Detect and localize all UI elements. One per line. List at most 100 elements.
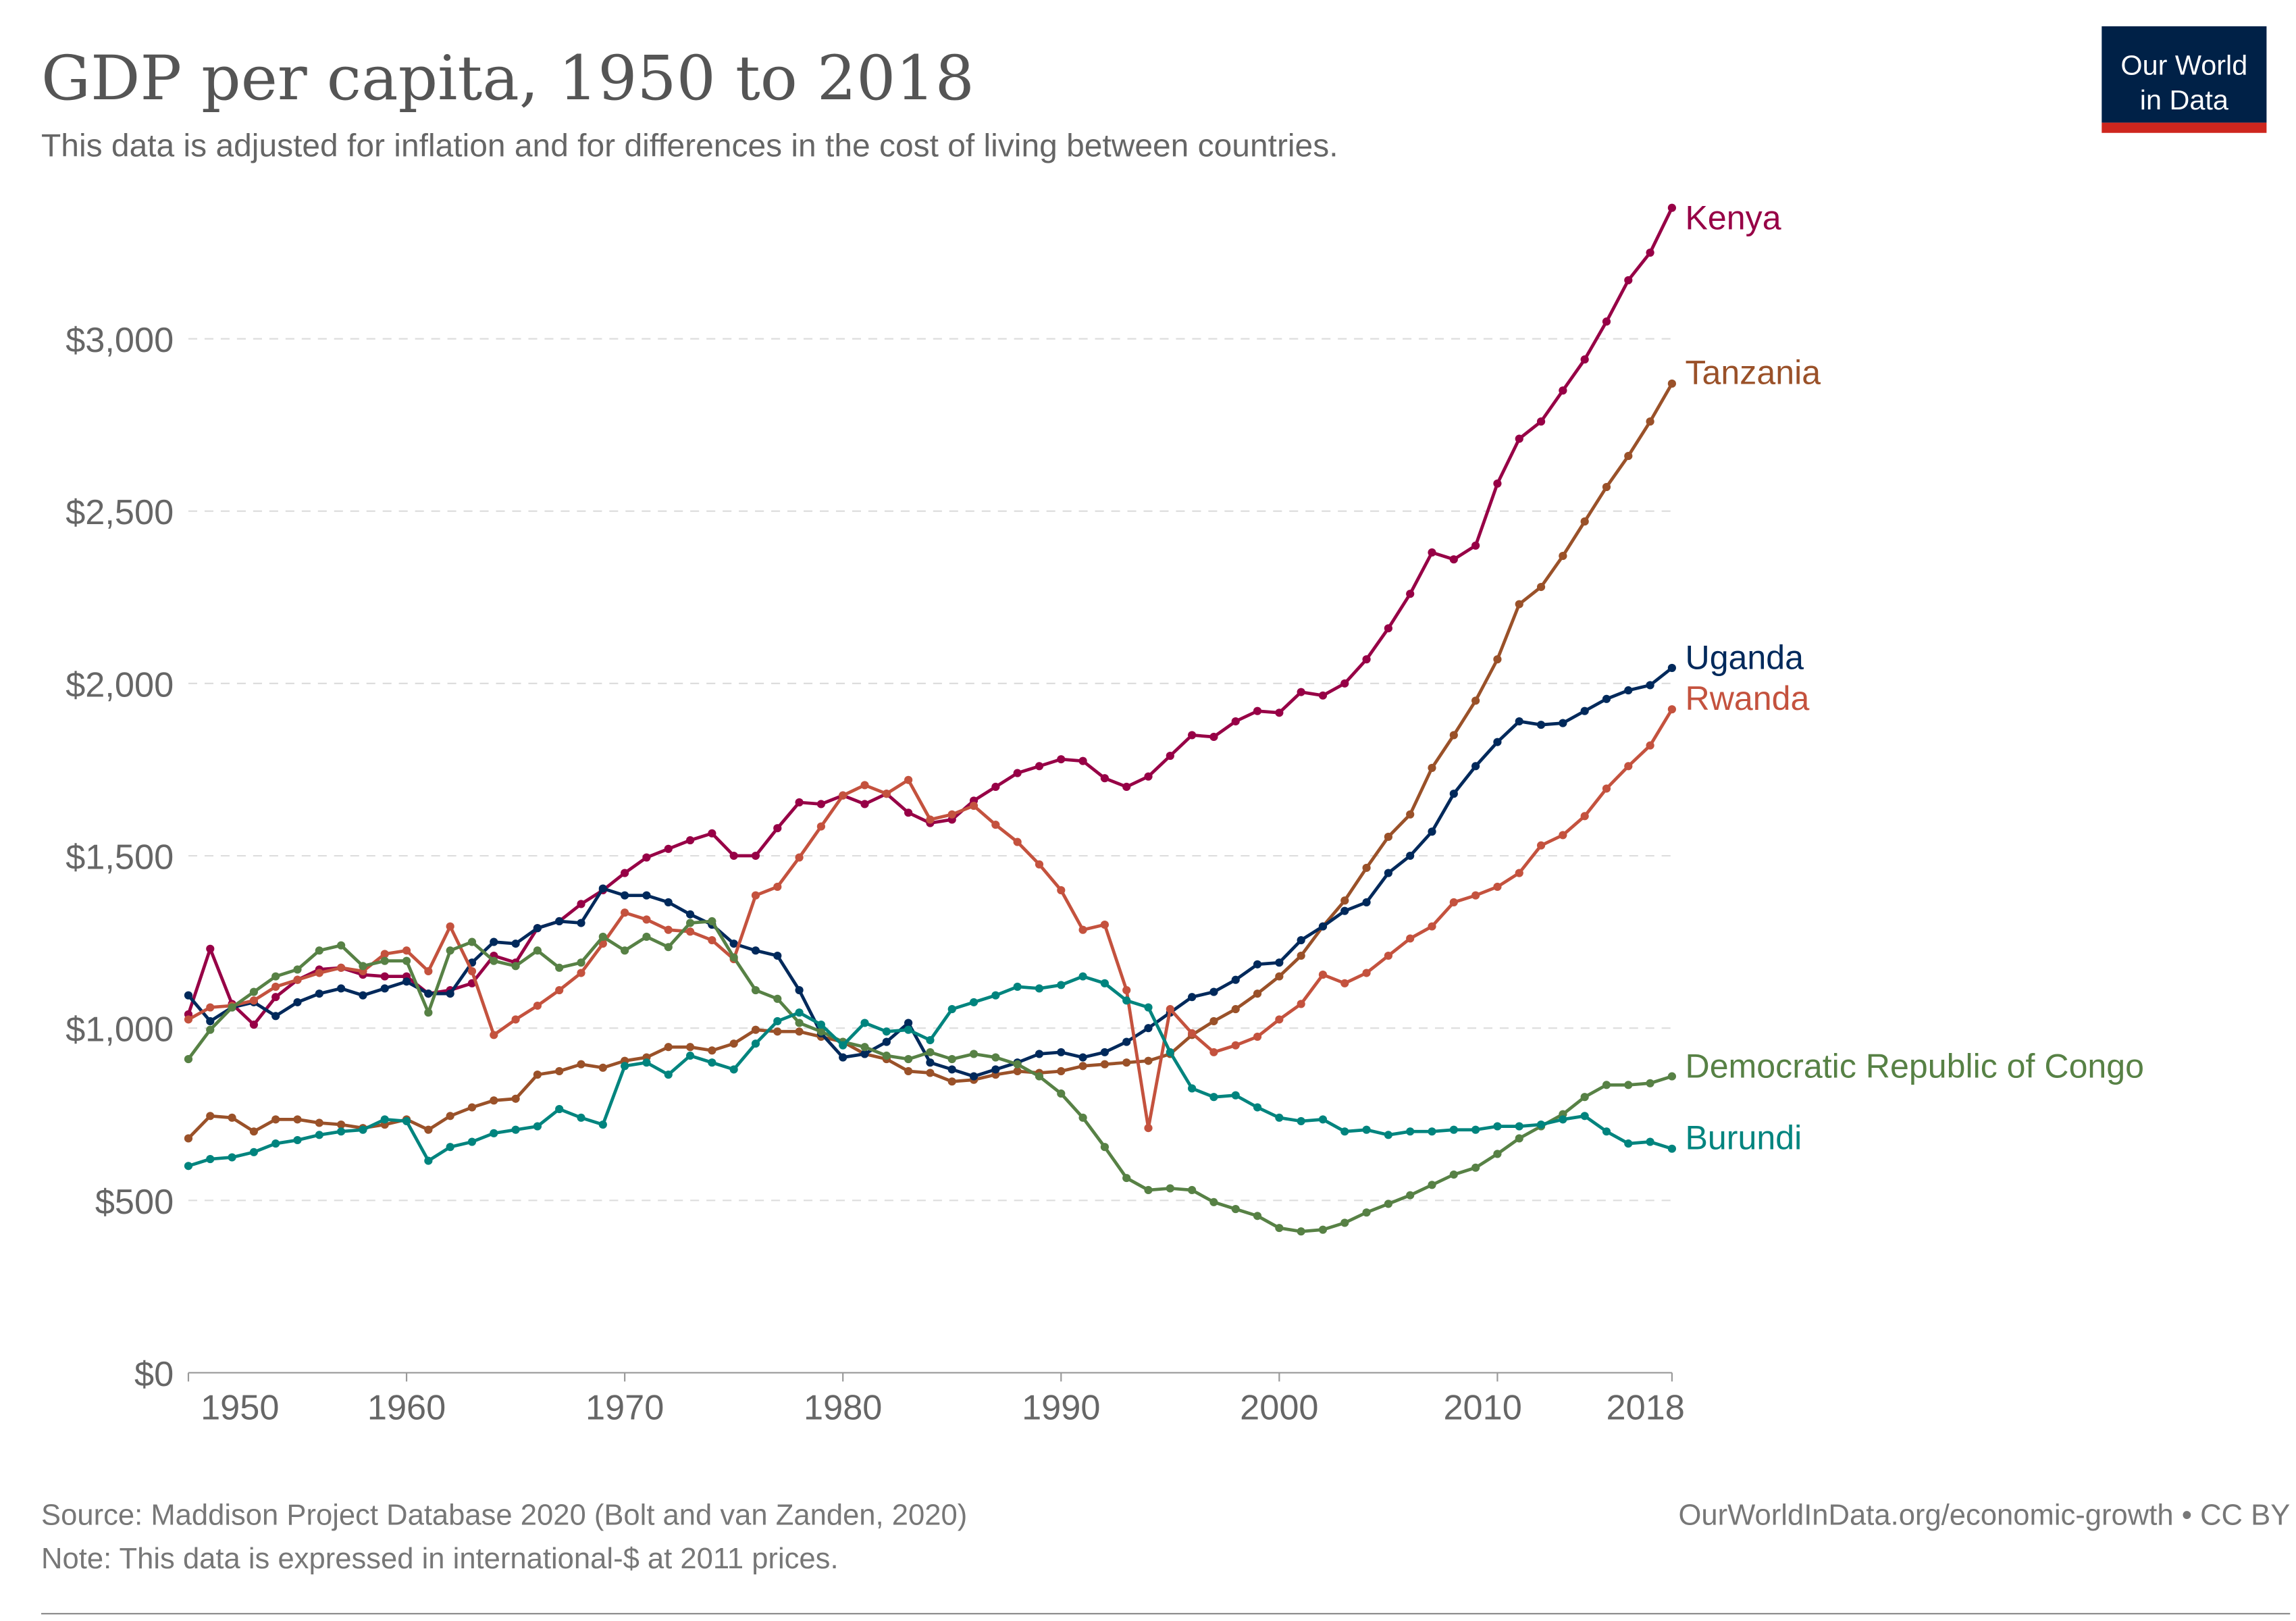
- data-point[interactable]: [1275, 709, 1284, 717]
- data-point[interactable]: [795, 798, 804, 806]
- data-point[interactable]: [773, 951, 782, 960]
- data-point[interactable]: [511, 1125, 520, 1134]
- data-point[interactable]: [1624, 452, 1633, 461]
- data-point[interactable]: [1209, 1093, 1218, 1102]
- data-point[interactable]: [1100, 1060, 1109, 1069]
- data-point[interactable]: [1318, 1115, 1328, 1124]
- data-point[interactable]: [228, 1003, 236, 1012]
- data-point[interactable]: [664, 943, 673, 952]
- data-point[interactable]: [904, 1066, 913, 1075]
- data-point[interactable]: [315, 1118, 323, 1127]
- data-point[interactable]: [490, 1129, 498, 1137]
- data-point[interactable]: [533, 1001, 542, 1010]
- data-point[interactable]: [1406, 810, 1415, 819]
- data-point[interactable]: [271, 972, 280, 981]
- data-point[interactable]: [184, 1162, 193, 1170]
- data-point[interactable]: [729, 1039, 738, 1048]
- data-point[interactable]: [882, 1051, 891, 1060]
- data-point[interactable]: [1209, 732, 1218, 742]
- data-point[interactable]: [751, 946, 760, 955]
- data-point[interactable]: [685, 836, 695, 845]
- data-point[interactable]: [1449, 731, 1458, 740]
- data-point[interactable]: [642, 853, 651, 862]
- data-point[interactable]: [359, 962, 367, 971]
- data-point[interactable]: [1602, 482, 1611, 492]
- data-point[interactable]: [1057, 886, 1066, 895]
- data-point[interactable]: [467, 937, 477, 946]
- data-point[interactable]: [424, 1008, 433, 1017]
- data-point[interactable]: [555, 985, 564, 995]
- data-point[interactable]: [206, 1112, 215, 1121]
- data-point[interactable]: [1209, 987, 1218, 996]
- data-point[interactable]: [1667, 379, 1676, 388]
- data-point[interactable]: [184, 1134, 193, 1143]
- data-point[interactable]: [249, 1127, 258, 1136]
- data-point[interactable]: [969, 998, 979, 1006]
- data-point[interactable]: [533, 946, 542, 955]
- data-point[interactable]: [1275, 1015, 1284, 1024]
- data-point[interactable]: [1428, 1181, 1436, 1189]
- data-point[interactable]: [1624, 686, 1633, 695]
- data-point[interactable]: [1078, 756, 1087, 765]
- data-point[interactable]: [1297, 688, 1305, 696]
- data-point[interactable]: [424, 1156, 433, 1165]
- data-point[interactable]: [598, 1063, 607, 1072]
- data-point[interactable]: [293, 975, 302, 984]
- data-point[interactable]: [1144, 1056, 1153, 1065]
- data-point[interactable]: [904, 808, 913, 817]
- data-point[interactable]: [816, 800, 825, 808]
- data-point[interactable]: [184, 1015, 193, 1024]
- data-point[interactable]: [1122, 782, 1131, 792]
- data-point[interactable]: [926, 1058, 935, 1067]
- data-point[interactable]: [708, 917, 716, 926]
- data-point[interactable]: [1384, 624, 1392, 633]
- data-point[interactable]: [685, 1051, 695, 1060]
- data-point[interactable]: [315, 989, 323, 998]
- data-point[interactable]: [1428, 827, 1436, 836]
- data-point[interactable]: [184, 1055, 193, 1064]
- series-line[interactable]: [187, 667, 1673, 1078]
- data-point[interactable]: [1362, 1208, 1371, 1217]
- data-point[interactable]: [1428, 548, 1436, 557]
- data-point[interactable]: [577, 900, 585, 908]
- data-point[interactable]: [1362, 969, 1371, 977]
- data-point[interactable]: [1493, 655, 1502, 664]
- data-point[interactable]: [1057, 1048, 1066, 1056]
- data-point[interactable]: [642, 891, 651, 900]
- data-point[interactable]: [598, 1120, 607, 1129]
- data-point[interactable]: [533, 1122, 542, 1131]
- data-point[interactable]: [402, 956, 411, 965]
- data-point[interactable]: [1209, 1198, 1218, 1206]
- data-point[interactable]: [271, 1115, 280, 1124]
- data-point[interactable]: [1122, 1037, 1131, 1046]
- data-point[interactable]: [839, 1053, 847, 1062]
- data-point[interactable]: [577, 958, 585, 967]
- data-point[interactable]: [1100, 1048, 1109, 1056]
- data-point[interactable]: [1449, 898, 1458, 906]
- data-point[interactable]: [380, 984, 389, 993]
- data-point[interactable]: [1471, 541, 1480, 550]
- data-point[interactable]: [1602, 784, 1611, 793]
- owid-logo[interactable]: Our World in Data: [2102, 26, 2267, 133]
- data-point[interactable]: [795, 985, 804, 995]
- data-point[interactable]: [1362, 863, 1371, 872]
- data-point[interactable]: [860, 1019, 869, 1027]
- data-point[interactable]: [1275, 958, 1284, 967]
- data-point[interactable]: [751, 891, 760, 900]
- data-point[interactable]: [293, 1115, 302, 1124]
- data-point[interactable]: [1536, 841, 1546, 850]
- data-point[interactable]: [1602, 1127, 1611, 1136]
- data-point[interactable]: [1166, 1184, 1174, 1193]
- data-point[interactable]: [882, 1027, 891, 1036]
- data-point[interactable]: [1667, 663, 1676, 672]
- data-point[interactable]: [1013, 769, 1022, 777]
- series-burundi[interactable]: [184, 972, 1676, 1170]
- data-point[interactable]: [1667, 1144, 1676, 1153]
- data-point[interactable]: [729, 851, 738, 860]
- data-point[interactable]: [1035, 860, 1044, 869]
- data-point[interactable]: [621, 891, 629, 900]
- data-point[interactable]: [904, 1055, 913, 1064]
- data-point[interactable]: [882, 1037, 891, 1046]
- data-point[interactable]: [1078, 1053, 1087, 1062]
- data-point[interactable]: [206, 1017, 215, 1026]
